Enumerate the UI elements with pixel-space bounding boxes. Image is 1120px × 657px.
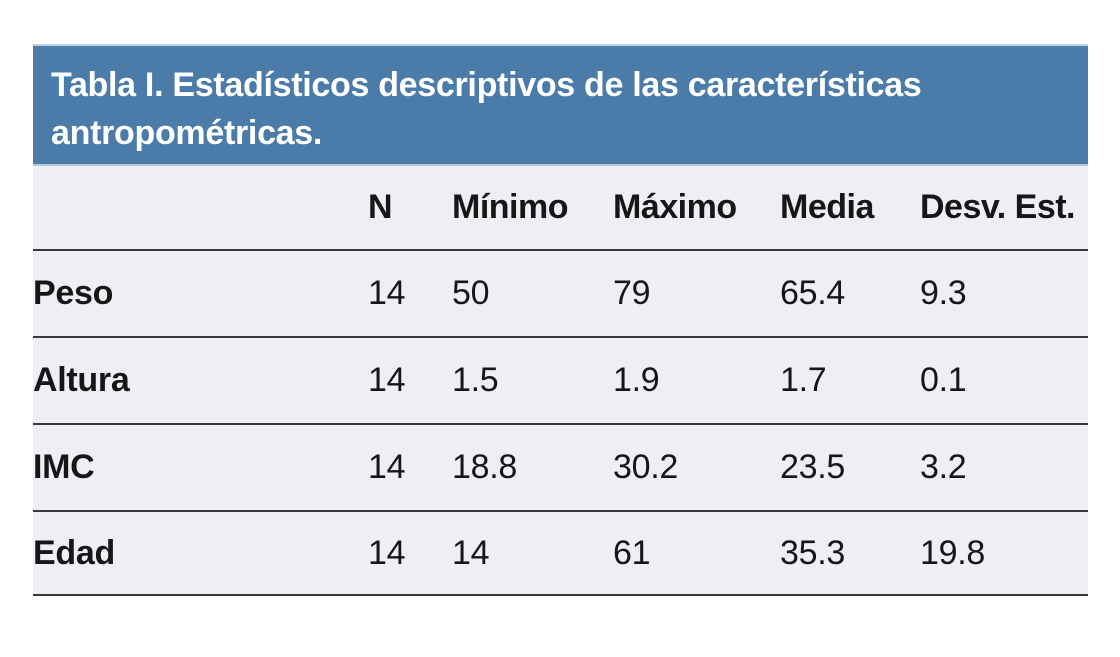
cell-peso-minimo: 50 [452,274,490,312]
cell-altura-media: 1.7 [780,361,827,399]
cell-edad-desv-est: 19.8 [920,533,985,572]
corner-cell [33,166,368,250]
cell-edad-minimo: 14 [452,533,490,572]
cell-peso-n: 14 [368,274,406,312]
table-row-peso: Peso 14 50 79 65.4 9.3 [33,250,1088,337]
table-title-line2: antropométricas. [51,114,323,152]
cell-peso-desv-est: 9.3 [920,274,967,312]
col-header-n: N [368,188,393,226]
cell-imc-desv-est: 3.2 [920,448,967,486]
col-header-media: Media [780,188,874,226]
col-header-minimo: Mínimo [452,188,568,226]
cell-peso-maximo: 79 [613,274,651,312]
cell-imc-maximo: 30.2 [613,448,678,486]
table-title-line1: Tabla I. Estadísticos descriptivos de la… [51,66,922,104]
cell-peso-media: 65.4 [780,274,845,312]
cell-imc-media: 23.5 [780,448,845,486]
table-row-edad: Edad 14 14 61 35.3 19.8 [33,511,1088,595]
cell-imc-minimo: 18.8 [452,448,517,486]
col-header-maximo: Máximo [613,188,737,226]
col-header-desv-est: Desv. Est. [920,188,1076,226]
table-header-row: N Mínimo Máximo Media Desv. Est. [33,166,1088,250]
row-label-altura: Altura [33,361,130,399]
row-label-peso: Peso [33,274,114,312]
cell-altura-minimo: 1.5 [452,361,499,399]
cell-altura-maximo: 1.9 [613,361,660,399]
cell-edad-media: 35.3 [780,533,845,572]
table-card: Tabla I. Estadísticos descriptivos de la… [33,44,1088,596]
cell-altura-desv-est: 0.1 [920,361,967,399]
cell-edad-n: 14 [368,533,406,572]
row-label-imc: IMC [33,448,95,486]
cell-altura-n: 14 [368,361,406,399]
table-row-imc: IMC 14 18.8 30.2 23.5 3.2 [33,424,1088,511]
row-label-edad: Edad [33,533,115,572]
cell-edad-maximo: 61 [613,533,651,572]
table-row-altura: Altura 14 1.5 1.9 1.7 0.1 [33,337,1088,424]
cell-imc-n: 14 [368,448,406,486]
descriptive-stats-table: N Mínimo Máximo Media Desv. Est. Peso 14… [33,166,1088,596]
table-title-banner: Tabla I. Estadísticos descriptivos de la… [33,44,1088,166]
